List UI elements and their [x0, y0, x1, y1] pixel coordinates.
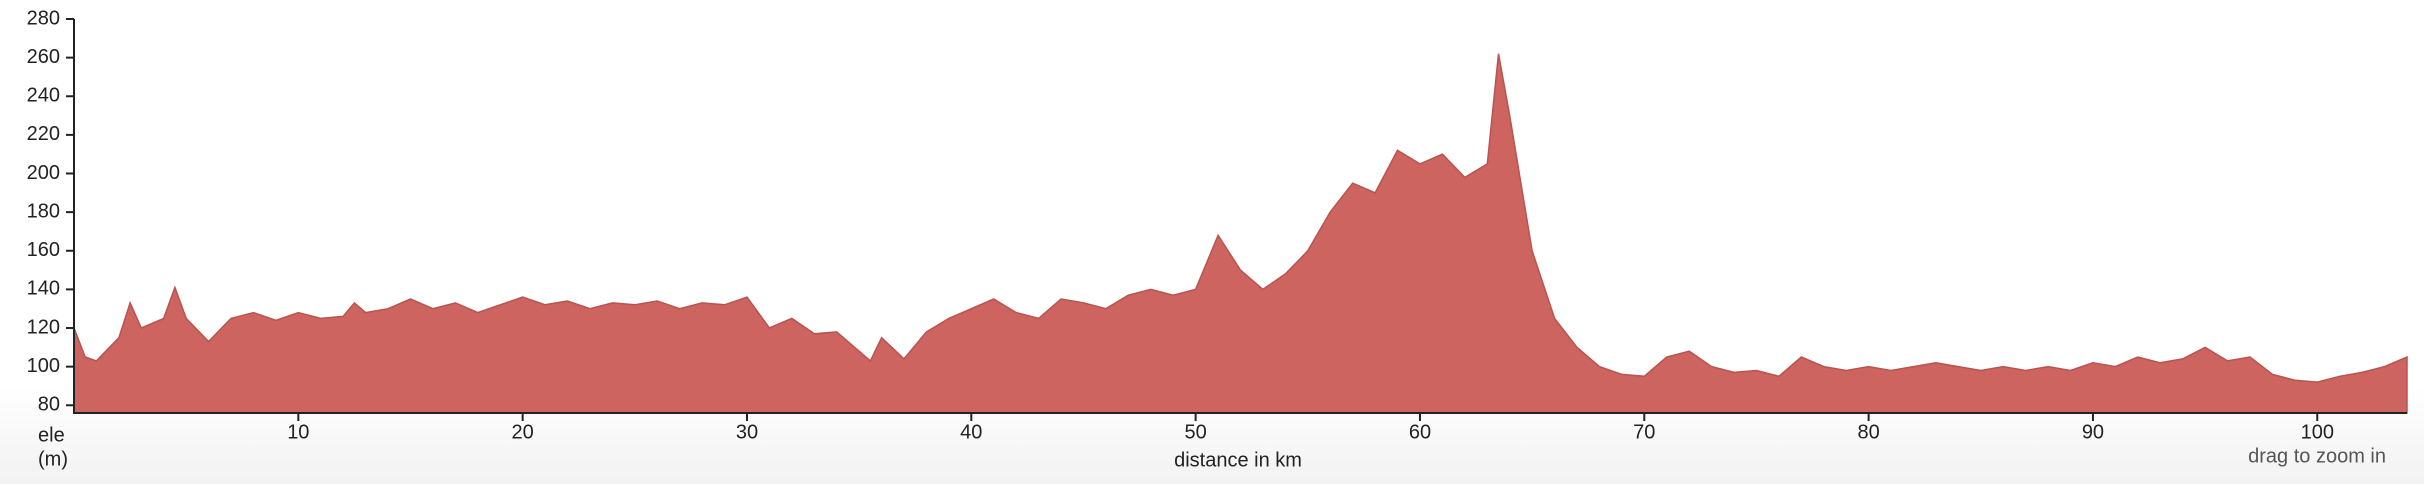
x-tick-label: 100: [2301, 421, 2334, 443]
x-axis-label: distance in km: [1174, 449, 1302, 471]
y-tick-label: 100: [27, 355, 60, 377]
y-tick-label: 180: [27, 200, 60, 222]
y-tick-label: 120: [27, 316, 60, 338]
x-tick-label: 40: [960, 421, 982, 443]
zoom-hint: drag to zoom in: [2248, 445, 2386, 467]
x-tick-label: 90: [2082, 421, 2104, 443]
y-tick-label: 220: [27, 123, 60, 145]
y-tick-label: 160: [27, 239, 60, 261]
x-tick-label: 20: [512, 421, 534, 443]
y-tick-label: 240: [27, 85, 60, 107]
x-tick-label: 50: [1185, 421, 1207, 443]
x-tick-label: 30: [736, 421, 758, 443]
x-tick-label: 60: [1409, 421, 1431, 443]
y-tick-label: 260: [27, 46, 60, 68]
x-tick-label: 70: [1633, 421, 1655, 443]
x-tick-label: 80: [1857, 421, 1879, 443]
y-tick-label: 200: [27, 162, 60, 184]
y-tick-label: 140: [27, 278, 60, 300]
elevation-area: [73, 53, 2408, 414]
y-axis-label: (m): [38, 448, 68, 470]
y-tick-label: 280: [27, 7, 60, 29]
y-tick-label: 80: [38, 394, 60, 416]
y-axis-label: ele: [38, 424, 65, 446]
x-tick-label: 10: [287, 421, 309, 443]
axis-line: [73, 19, 2407, 414]
